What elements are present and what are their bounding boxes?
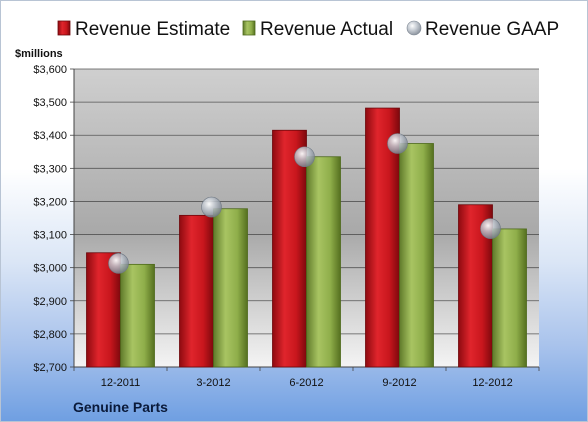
y-tick-label: $3,200 — [33, 196, 67, 208]
y-tick-label: $2,800 — [33, 329, 67, 341]
y-tick-label: $3,500 — [33, 97, 67, 109]
y-tick-label: $3,000 — [33, 263, 67, 275]
gaap-markers — [108, 133, 501, 274]
y-tick-label: $3,600 — [33, 64, 67, 76]
x-tick-label: 6-2012 — [289, 377, 323, 389]
legend-label-estimate: Revenue Estimate — [75, 19, 230, 40]
bar-revenue-actual — [213, 208, 248, 368]
x-tick-label: 12-2011 — [101, 377, 141, 389]
bar-revenue-actual — [120, 263, 155, 368]
x-tick-label: 3-2012 — [196, 377, 230, 389]
legend-marker-gaap — [406, 20, 422, 36]
bar-revenue-actual — [492, 228, 527, 368]
x-tick-label: 12-2012 — [472, 377, 512, 389]
marker-revenue-gaap — [480, 218, 501, 239]
x-tick-label: 9-2012 — [382, 377, 416, 389]
legend: Revenue Estimate Revenue Actual Revenue … — [57, 19, 559, 40]
y-tick-label: $3,100 — [33, 230, 67, 242]
y-axis-ticks: $2,700 $2,800 $2,900 $3,000 $3,100 $3,200 $3,3… — [33, 64, 74, 374]
legend-label-actual: Revenue Actual — [260, 19, 393, 40]
bars — [86, 107, 527, 368]
bar-revenue-estimate — [179, 214, 214, 368]
bar-revenue-actual — [306, 156, 341, 368]
marker-revenue-gaap — [201, 196, 222, 218]
legend-label-gaap: Revenue GAAP — [425, 19, 559, 40]
legend-swatch-estimate — [57, 20, 71, 36]
y-tick-label: $2,700 — [33, 362, 67, 374]
marker-revenue-gaap — [108, 253, 129, 274]
y-tick-label: $2,900 — [33, 296, 67, 308]
y-unit-label: $millions — [15, 48, 63, 60]
legend-swatch-actual — [242, 20, 256, 36]
company-name: Genuine Parts — [73, 399, 168, 415]
y-tick-label: $3,400 — [33, 130, 67, 142]
x-axis-ticks: 12-2011 3-2012 6-2012 9-2012 12-2012 — [73, 367, 540, 389]
y-tick-label: $3,300 — [33, 163, 67, 175]
marker-revenue-gaap — [294, 146, 315, 168]
marker-revenue-gaap — [387, 133, 408, 154]
bar-revenue-actual — [399, 143, 434, 368]
